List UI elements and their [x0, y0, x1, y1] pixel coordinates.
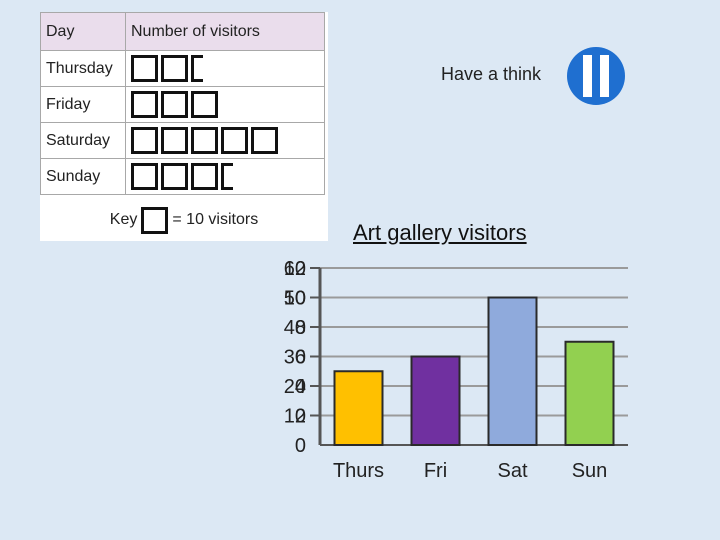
- visitors-cell: [125, 158, 325, 195]
- x-tick-label: Sun: [572, 460, 608, 482]
- y-tick-overlay-label: 12: [284, 258, 306, 280]
- day-cell: Saturday: [40, 122, 126, 159]
- visitor-square-icon: [131, 91, 158, 118]
- visitor-square-icon: [221, 127, 248, 154]
- day-cell: Sunday: [40, 158, 126, 195]
- pictogram-row: Friday: [40, 86, 325, 123]
- y-tick-overlay-label: 10: [284, 288, 306, 310]
- pictogram-table: Day Number of visitors Thursday Friday Sat…: [40, 12, 325, 195]
- visitors-cell: [125, 122, 325, 159]
- visitors-header: Number of visitors: [125, 12, 325, 51]
- bar-fri: [410, 355, 461, 446]
- y-tick-label: 0: [295, 435, 306, 457]
- visitor-square-icon: [191, 91, 218, 118]
- x-tick-label: Sat: [497, 460, 527, 482]
- pictogram-key: Key = 10 visitors: [40, 202, 328, 238]
- y-tick-label: 20: [284, 376, 306, 398]
- y-tick-label: 30: [284, 347, 306, 369]
- y-tick-overlay-label: 8: [295, 317, 306, 339]
- visitor-square-icon: [251, 127, 278, 154]
- x-tick-label: Fri: [424, 460, 447, 482]
- visitors-cell: [125, 86, 325, 123]
- have-a-think-label: Have a think: [441, 64, 542, 84]
- visitor-square-icon: [131, 163, 158, 190]
- visitor-square-icon: [191, 163, 218, 190]
- visitor-square-icon: [191, 127, 218, 154]
- pictogram-row: Sunday: [40, 158, 325, 195]
- y-tick-label: 60: [284, 258, 306, 280]
- y-tick-overlay-label: 6: [295, 347, 306, 369]
- pictogram-header-row: Day Number of visitors: [40, 12, 325, 51]
- visitor-square-icon: [131, 127, 158, 154]
- key-square-icon: [141, 206, 169, 234]
- pictogram-card: Day Number of visitors Thursday Friday Sat…: [40, 12, 328, 241]
- x-tick-label: Thurs: [333, 460, 384, 482]
- half-square-icon: [191, 55, 203, 82]
- bar-thurs: [333, 370, 384, 446]
- visitor-square-icon: [161, 91, 188, 118]
- key-label: Key: [109, 211, 138, 228]
- pictogram-row: Saturday: [40, 122, 325, 159]
- visitor-square-icon: [161, 163, 188, 190]
- y-tick-label: 50: [284, 288, 306, 310]
- visitors-cell: [125, 50, 325, 87]
- y-tick-label: 10: [284, 406, 306, 428]
- bar-sun: [564, 340, 615, 446]
- visitor-square-icon: [161, 55, 188, 82]
- day-cell: Friday: [40, 86, 126, 123]
- y-tick-overlay-label: 2: [295, 406, 306, 428]
- pictogram-body: Thursday Friday Saturday Sunday: [40, 50, 325, 195]
- bar-sat: [487, 296, 538, 446]
- pictogram-row: Thursday: [40, 50, 325, 87]
- visitor-square-icon: [161, 127, 188, 154]
- pause-icon[interactable]: [566, 46, 626, 106]
- chart-title: Art gallery visitors: [353, 220, 527, 245]
- key-meaning: = 10 visitors: [172, 211, 259, 228]
- y-tick-label: 40: [284, 317, 306, 339]
- half-square-icon: [221, 163, 233, 190]
- visitor-square-icon: [131, 55, 158, 82]
- y-tick-overlay-label: 4: [295, 376, 306, 398]
- day-header: Day: [40, 12, 126, 51]
